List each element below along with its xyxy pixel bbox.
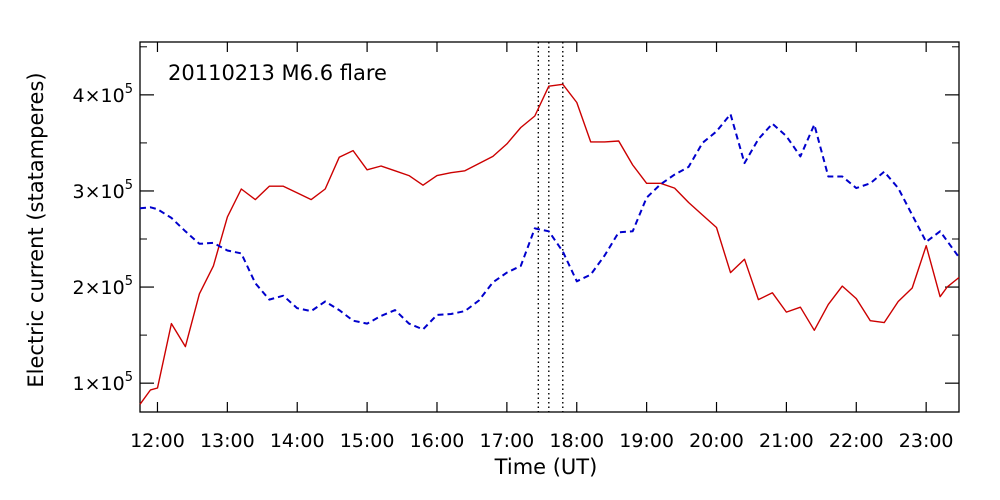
y-tick-label: 4×105	[73, 82, 133, 107]
x-tick-label: 14:00	[270, 430, 325, 452]
x-tick-label: 17:00	[479, 430, 534, 452]
tick-marks	[140, 42, 959, 412]
solid-series-line	[139, 83, 960, 405]
x-tick-label: 21:00	[759, 430, 814, 452]
x-tick-label: 18:00	[549, 430, 604, 452]
x-tick-label: 22:00	[829, 430, 884, 452]
x-tick-label: 20:00	[689, 430, 744, 452]
x-tick-label: 16:00	[410, 430, 465, 452]
y-axis-title: Electric current (statamperes)	[24, 72, 48, 387]
x-tick-label: 23:00	[899, 430, 954, 452]
x-axis-title: Time (UT)	[494, 455, 598, 479]
y-tick-label: 3×105	[73, 178, 133, 203]
y-tick-labels: 1×105 2×105 3×105 4×105	[73, 82, 133, 395]
y-tick-label: 2×105	[73, 274, 133, 299]
x-tick-label: 19:00	[619, 430, 674, 452]
flare-annotation: 20110213 M6.6 flare	[168, 61, 387, 85]
x-tick-label: 15:00	[340, 430, 395, 452]
y-tick-label: 1×105	[73, 370, 133, 395]
series-layer	[139, 83, 960, 405]
x-tick-labels: 12:00 13:00 14:00 15:00 16:00 17:00 18:00 19:00…	[130, 430, 953, 452]
x-tick-label: 13:00	[200, 430, 255, 452]
flare-time-markers	[537, 42, 564, 412]
x-tick-label: 12:00	[130, 430, 185, 452]
